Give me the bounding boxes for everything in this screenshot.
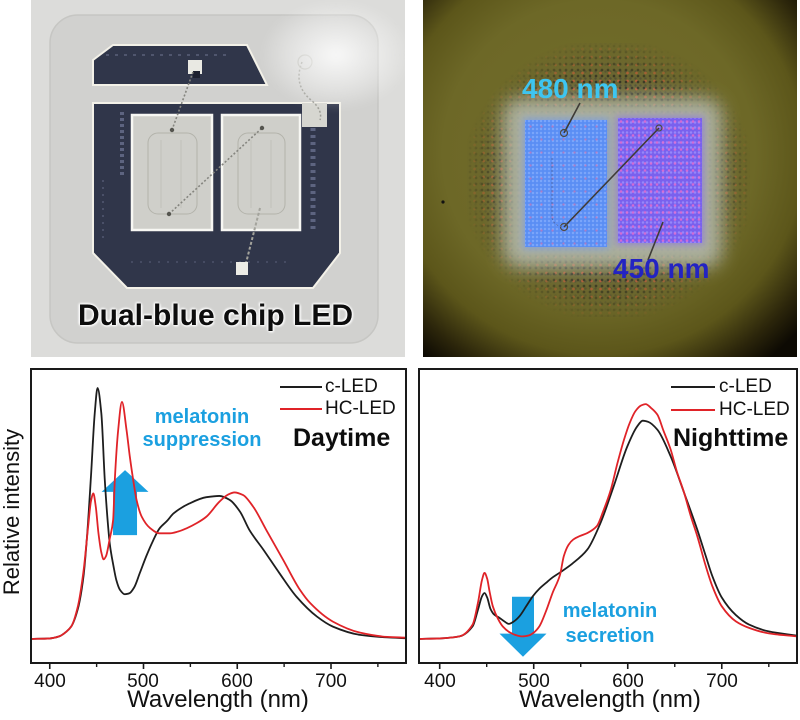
y-axis-label: Relative intensity — [0, 428, 24, 596]
annotation-arrow-layer — [499, 596, 547, 657]
bond-wire — [563, 102, 581, 134]
annotation-melatonin-suppression: melatonin suppression — [139, 406, 265, 452]
chip-1-finger-pattern — [147, 132, 198, 215]
x-tick-label: 600 — [221, 671, 253, 692]
bond-wire — [647, 221, 664, 261]
annotation-line: melatonin — [562, 600, 658, 622]
chip-450nm-emission — [618, 118, 702, 243]
lead-frame-top — [92, 44, 269, 86]
x-tick-label: 500 — [127, 671, 159, 692]
bond-wire — [563, 127, 660, 228]
dust-speck — [441, 200, 445, 204]
x-axis-label: Wavelength (nm) — [519, 686, 701, 713]
annotation-line: suppression — [142, 429, 262, 451]
legend-label-c-led: c-LED — [719, 376, 772, 397]
chart-nighttime-spectrum — [418, 368, 798, 669]
chart-daytime-spectrum — [30, 368, 407, 669]
bond-ball — [559, 128, 569, 138]
led-chip-1 — [130, 113, 214, 232]
legend-swatch-c-led — [671, 386, 715, 388]
annotation-line: secretion — [565, 625, 655, 647]
lead-frame-main — [92, 102, 341, 289]
photo-caption: Dual-blue chip LED — [78, 299, 354, 332]
x-tick-label: 500 — [518, 671, 550, 692]
led-chip-2 — [220, 113, 302, 232]
light-glare — [261, 0, 405, 110]
bond-ball — [559, 222, 569, 232]
chip-electrode-outline — [551, 158, 565, 228]
photo-led-emission: 480 nm 450 nm — [423, 0, 797, 357]
panel-title-daytime: Daytime — [293, 424, 391, 452]
chip-2-finger-pattern — [237, 132, 286, 215]
bond-ball — [169, 127, 175, 133]
bond-wire — [244, 207, 261, 268]
legend-swatch-hc-led — [671, 409, 715, 411]
series-line-hc-led — [418, 403, 798, 640]
label-450nm: 450 nm — [613, 253, 710, 284]
series-line-hc-led — [30, 400, 407, 640]
bond-pad-bottom — [236, 262, 248, 275]
legend-label-c-led: c-LED — [325, 376, 378, 397]
bond-wire — [168, 127, 263, 215]
series-layer — [30, 387, 407, 640]
plot-frame — [418, 368, 798, 664]
x-tick-label: 700 — [315, 671, 347, 692]
x-axis-label: Wavelength (nm) — [127, 686, 309, 713]
annotation-melatonin-secretion: melatonin secretion — [555, 599, 665, 649]
plot-frame — [30, 368, 407, 664]
series-layer — [418, 403, 798, 640]
panel-title-nighttime: Nighttime — [673, 424, 789, 452]
annotation-line: melatonin — [154, 406, 250, 428]
legend-label-hc-led: HC-LED — [325, 398, 396, 419]
bond-ball — [655, 124, 663, 132]
series-line-c-led — [418, 419, 798, 640]
legend-swatch-c-led — [280, 386, 322, 388]
photo-led-package: Dual-blue chip LED — [31, 0, 405, 357]
legend-swatch-hc-led — [280, 408, 322, 410]
bond-ball — [259, 125, 265, 131]
emission-wires — [441, 102, 664, 261]
legend-label-hc-led: HC-LED — [719, 399, 790, 420]
x-tick-label: 400 — [424, 671, 456, 692]
x-tick-label: 700 — [706, 671, 738, 692]
bond-pad-top — [188, 60, 202, 74]
bond-ball — [166, 211, 172, 217]
x-tick-label: 400 — [34, 671, 66, 692]
bond-pad-top-dark — [193, 71, 200, 78]
label-480nm: 480 nm — [522, 73, 619, 104]
arrow-down-icon — [499, 596, 547, 657]
x-tick-label: 600 — [612, 671, 644, 692]
